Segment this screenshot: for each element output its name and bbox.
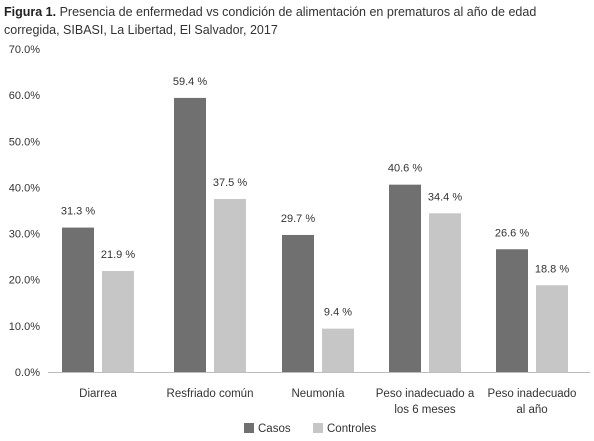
data-label: 37.5 %: [213, 177, 247, 189]
data-label: 31.3 %: [61, 206, 95, 218]
y-tick-label: 0.0%: [15, 367, 40, 379]
y-axis: 0.0% 10.0% 20.0% 30.0% 40.0% 50.0% 60.0% 70.0%: [9, 44, 40, 379]
bar-controles-3: [429, 213, 461, 372]
y-tick-label: 30.0%: [9, 229, 40, 241]
data-label: 40.6 %: [388, 163, 422, 175]
figure-caption-text: Presencia de enfermedad vs condición de …: [4, 5, 537, 37]
y-tick-label: 70.0%: [9, 44, 40, 56]
bar-casos-1: [174, 97, 206, 372]
bar-casos-3: [389, 184, 421, 372]
x-axis: Diarrea Resfriado común Neumonía Peso inade…: [48, 372, 590, 416]
y-tick-label: 10.0%: [9, 321, 40, 333]
bar-controles-0: [102, 270, 134, 372]
figure-label: Figura 1.: [4, 5, 57, 19]
legend-label-casos: Casos: [258, 423, 291, 435]
legend-swatch-casos: [244, 423, 254, 433]
bar-controles-4: [536, 285, 568, 372]
legend-swatch-controles: [313, 423, 323, 433]
data-label: 21.9 %: [101, 249, 135, 261]
data-label: 29.7 %: [281, 213, 315, 225]
y-tick-label: 50.0%: [9, 136, 40, 148]
legend: Casos Controles: [244, 423, 376, 435]
data-labels: 31.3 % 59.4 % 29.7 % 40.6 % 26.6 % 21.9 % 37.5…: [61, 76, 569, 319]
x-tick-label: Peso inadecuado al año: [488, 388, 577, 416]
data-label: 9.4 %: [324, 307, 352, 319]
x-tick-label: Peso inadecuado a los 6 meses: [376, 388, 475, 416]
bar-controles-1: [214, 198, 246, 372]
data-label: 18.8 %: [535, 263, 569, 275]
bar-casos-2: [282, 234, 314, 372]
x-tick-label: Diarrea: [79, 388, 117, 400]
data-label: 59.4 %: [173, 76, 207, 88]
x-tick-label: Resfriado común: [167, 388, 254, 400]
x-tick-label: Neumonía: [291, 388, 345, 400]
bar-controles-2: [322, 328, 354, 372]
bar-casos-0: [62, 227, 94, 372]
bars: [62, 97, 568, 372]
data-label: 26.6 %: [495, 227, 529, 239]
y-tick-label: 20.0%: [9, 275, 40, 287]
figure-caption: Figura 1. Presencia de enfermedad vs con…: [4, 3, 590, 39]
bar-casos-4: [496, 249, 528, 372]
data-label: 34.4 %: [428, 191, 462, 203]
y-tick-label: 60.0%: [9, 90, 40, 102]
legend-label-controles: Controles: [327, 423, 376, 435]
y-tick-label: 40.0%: [9, 182, 40, 194]
